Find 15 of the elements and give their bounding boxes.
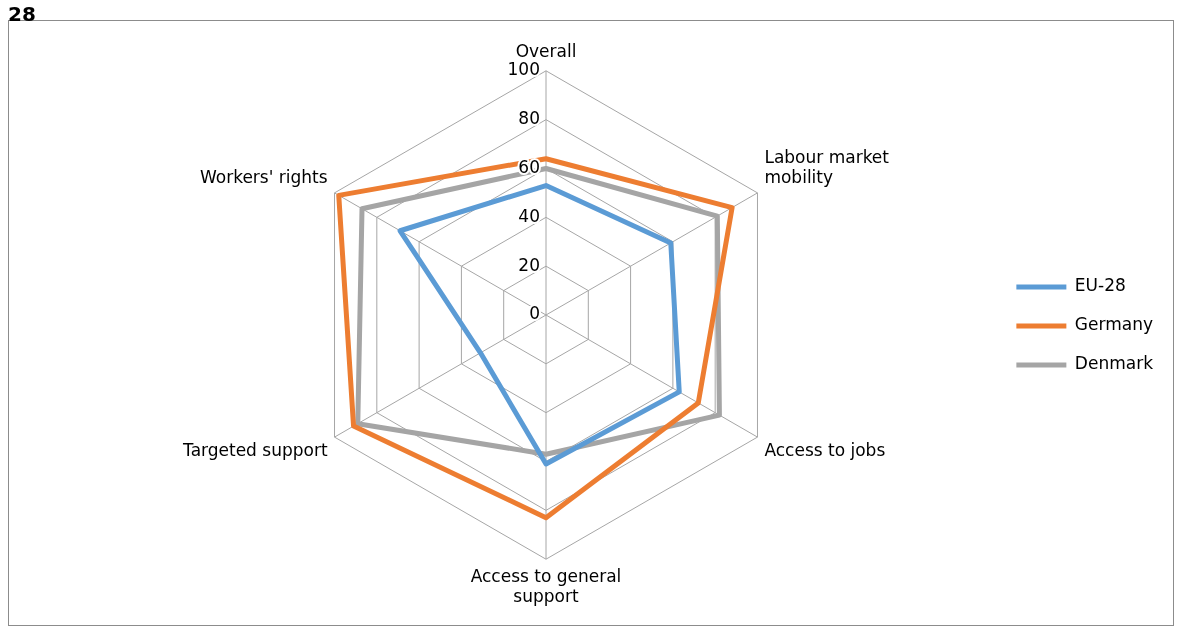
legend-label: EU-28 <box>1074 275 1126 296</box>
legend-label: Denmark <box>1074 353 1154 374</box>
y-tick-label: 100 <box>507 59 540 80</box>
y-tick-label: 20 <box>518 254 540 275</box>
y-tick-label: 80 <box>518 108 540 129</box>
spoke-label: Labour market mobility <box>764 146 890 188</box>
spoke-label: Targeted support <box>182 439 328 460</box>
y-tick-label: 40 <box>518 205 540 226</box>
spoke-label: Overall <box>515 41 577 62</box>
text: 28 <box>8 2 37 26</box>
legend-label: Germany <box>1074 314 1154 335</box>
spoke-label: Workers' rights <box>199 167 328 188</box>
y-tick-label: 0 <box>529 303 540 324</box>
spoke-label: Access to general support <box>470 565 622 607</box>
spoke-label: Access to jobs <box>764 439 886 460</box>
